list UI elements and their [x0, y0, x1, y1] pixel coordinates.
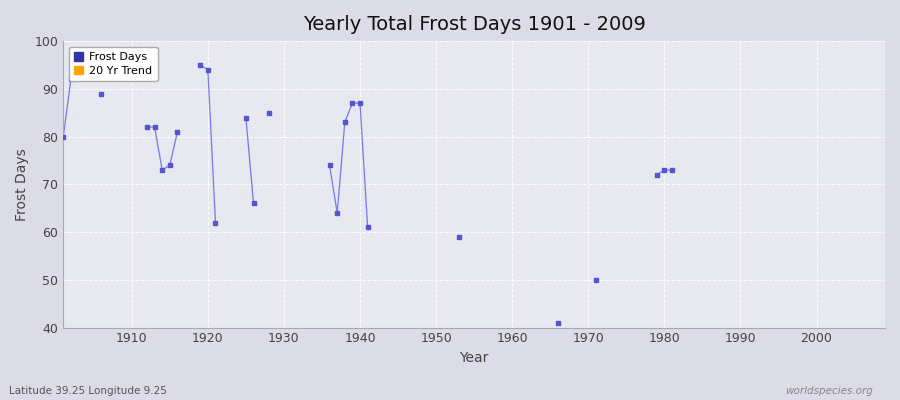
Text: Latitude 39.25 Longitude 9.25: Latitude 39.25 Longitude 9.25 [9, 386, 166, 396]
Y-axis label: Frost Days: Frost Days [15, 148, 29, 221]
Legend: Frost Days, 20 Yr Trend: Frost Days, 20 Yr Trend [68, 47, 158, 81]
Title: Yearly Total Frost Days 1901 - 2009: Yearly Total Frost Days 1901 - 2009 [302, 15, 645, 34]
Text: worldspecies.org: worldspecies.org [785, 386, 873, 396]
X-axis label: Year: Year [460, 351, 489, 365]
